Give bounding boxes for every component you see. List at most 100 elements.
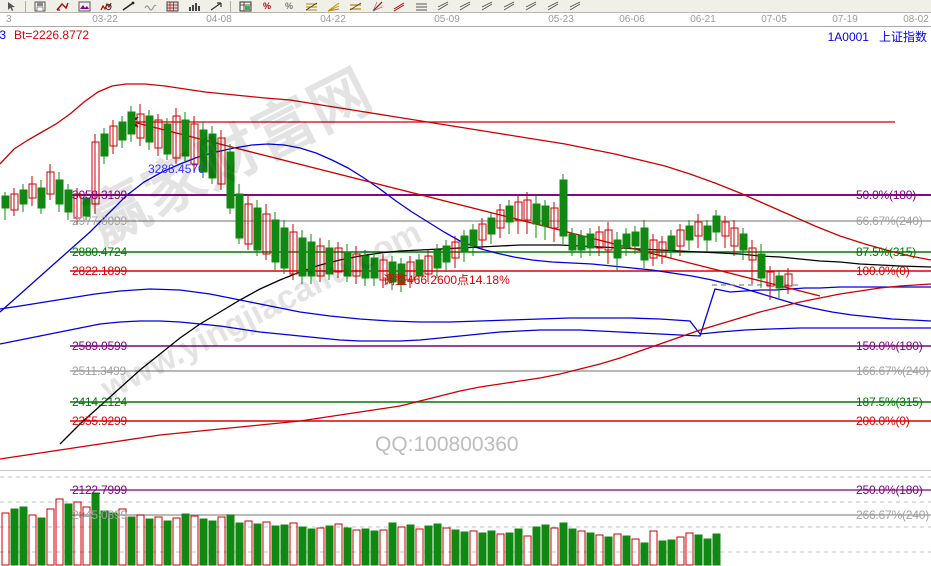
gann-icon[interactable] (366, 0, 388, 12)
grid-icon[interactable] (161, 0, 183, 12)
candle (496, 204, 505, 238)
candle (46, 164, 55, 200)
zoom-chart-icon[interactable] (95, 0, 117, 12)
parallel3-icon[interactable] (476, 0, 498, 12)
volume-bar (289, 522, 298, 566)
volume-bar (244, 520, 253, 566)
volume-bar (460, 531, 469, 566)
volume-bar (424, 525, 433, 566)
price-chart-pane[interactable]: 赢家财富网 www.yingjiacaifu.com (0, 44, 931, 467)
volume-bar (100, 510, 109, 566)
price-chart-svg (0, 83, 931, 460)
fib-pct-label-16667: 166.67%(240) (856, 364, 929, 378)
candle (442, 240, 451, 272)
candle (100, 128, 109, 164)
ma-line-blue-upper (0, 143, 931, 322)
watermark-qq: QQ:100800360 (375, 433, 519, 456)
parallel5-icon[interactable] (520, 0, 542, 12)
cursor-icon[interactable] (0, 0, 22, 12)
vol-fib-price-label-2122: 2122.7999 (72, 483, 127, 497)
parallel6-icon[interactable] (542, 0, 564, 12)
image-icon[interactable] (73, 0, 95, 12)
candle (388, 256, 397, 290)
candle (460, 230, 469, 262)
volume-bar (622, 535, 631, 566)
save-icon[interactable] (29, 0, 51, 12)
date-tick-4: 05-09 (434, 14, 460, 25)
volume-bar (163, 520, 172, 566)
arrow-up-icon[interactable] (205, 0, 227, 12)
channel-icon[interactable] (388, 0, 410, 12)
volume-bar (505, 532, 514, 566)
candle (739, 228, 748, 260)
parallel4-icon[interactable] (498, 0, 520, 12)
candle (487, 212, 496, 244)
volume-bar (136, 514, 145, 566)
percent2-icon[interactable]: % (284, 1, 293, 11)
volume-bar (397, 526, 406, 566)
peak-price-label: 3288.4570 (148, 162, 205, 176)
volume-bar (181, 513, 190, 566)
toolbar[interactable]: % % (0, 0, 931, 13)
volume-bar (370, 530, 379, 566)
volume-bar (532, 526, 541, 566)
fib-pct-label-6667: 66.67%(240) (856, 214, 923, 228)
candle (721, 216, 730, 248)
percent-icon[interactable]: % (262, 1, 271, 11)
candle (91, 134, 100, 214)
volume-bar (55, 498, 64, 566)
symbol-code: 1A0001 (827, 30, 869, 44)
volume-bar (10, 508, 19, 566)
volume-bar (712, 533, 721, 566)
candle (766, 266, 775, 300)
candle (595, 226, 604, 256)
volume-bar (541, 524, 550, 566)
candle (163, 118, 172, 160)
volume-chart-pane[interactable]: 2122.7999 2045.0899 250.0%(180) 266.67%(… (0, 470, 931, 566)
trendline-icon[interactable] (117, 0, 139, 12)
volume-bar (523, 535, 532, 566)
volume-bar (658, 540, 667, 566)
parallel7-icon[interactable] (564, 0, 586, 12)
volume-bar (640, 542, 649, 566)
candle (280, 220, 289, 274)
candle (118, 116, 127, 148)
vol-fib-pct-label-26667: 266.67%(240) (856, 508, 929, 522)
candle (370, 252, 379, 286)
volume-bar (496, 533, 505, 566)
wave-icon[interactable] (139, 0, 161, 12)
candle (631, 226, 640, 254)
volume-bar (208, 520, 217, 566)
candle (109, 120, 118, 154)
volume-bar (487, 530, 496, 566)
candle (703, 220, 712, 252)
candle (73, 188, 82, 224)
ma-line-red-lower (0, 283, 931, 460)
parallel1-icon[interactable] (432, 0, 454, 12)
candle (730, 220, 739, 256)
volume-bar (28, 514, 37, 566)
volume-bar (352, 529, 361, 566)
histogram-icon[interactable] (183, 0, 205, 12)
table-icon[interactable] (234, 0, 256, 12)
candle (622, 228, 631, 256)
candle (514, 196, 523, 234)
candle (199, 122, 208, 178)
candle (28, 176, 37, 206)
candle (532, 196, 541, 238)
speed-line-icon[interactable] (344, 0, 366, 12)
volume-bar (478, 532, 487, 566)
volume-bar (433, 523, 442, 566)
fib-pct-label-50: 50.0%(180) (856, 188, 917, 202)
fib-retrace-icon[interactable] (300, 0, 322, 12)
fan-icon[interactable] (322, 0, 344, 12)
candle (127, 106, 136, 142)
candle (271, 212, 280, 270)
parallel2-icon[interactable] (454, 0, 476, 12)
volume-bar (577, 530, 586, 566)
pencil-draw-icon[interactable] (51, 0, 73, 12)
candle (613, 232, 622, 270)
band-icon[interactable] (410, 0, 432, 12)
volume-bar (613, 533, 622, 566)
fib-price-label-2589: 2589.0599 (72, 339, 127, 353)
